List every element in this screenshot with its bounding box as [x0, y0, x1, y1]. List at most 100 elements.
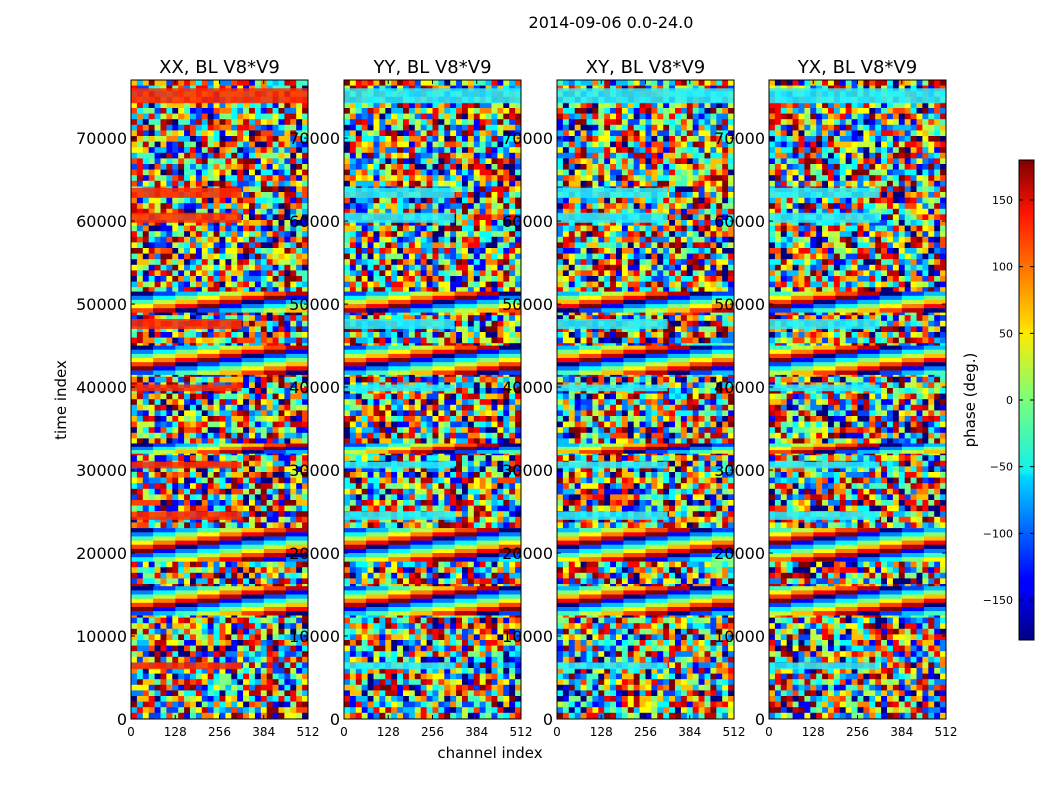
phase-cell	[284, 203, 291, 210]
fringe-segment	[197, 532, 220, 537]
phase-cell	[195, 416, 203, 422]
phase-cell	[243, 203, 250, 210]
phase-cell	[272, 617, 279, 624]
fringe-segment	[131, 557, 154, 562]
fringe-segment	[197, 366, 220, 371]
phase-cell	[178, 679, 185, 686]
phase-cell	[302, 231, 308, 238]
phase-cell	[142, 399, 149, 406]
phase-cell	[249, 130, 256, 137]
phase-cell	[219, 522, 226, 529]
phase-cell	[219, 628, 226, 635]
phase-cell	[266, 623, 273, 630]
phase-cell	[131, 248, 138, 254]
phase-cell	[296, 404, 303, 411]
fringe-segment	[263, 291, 287, 296]
phase-cell	[207, 707, 214, 714]
phase-cell	[379, 169, 386, 176]
phase-cell	[260, 281, 267, 288]
phase-cell	[379, 102, 386, 109]
phase-cell	[367, 231, 374, 238]
phase-cell	[344, 152, 351, 159]
phase-cell	[243, 707, 250, 714]
phase-cell	[497, 136, 504, 142]
x-tick-label: 128	[164, 725, 187, 739]
phase-cell	[284, 472, 291, 478]
fringe-segment	[197, 544, 220, 550]
phase-cell	[473, 141, 480, 148]
fringe-segment	[219, 349, 243, 355]
phase-cell	[243, 208, 250, 215]
phase-cell	[142, 656, 149, 663]
phase-cell	[272, 511, 279, 518]
phase-cell	[462, 175, 469, 182]
phase-cell	[467, 186, 475, 193]
phase-cell	[456, 113, 463, 120]
phase-cell	[302, 248, 308, 254]
fringe-segment	[197, 304, 220, 309]
phase-cell	[272, 326, 279, 333]
phase-cell	[172, 102, 179, 109]
phase-cell	[491, 197, 498, 204]
phase-cell	[148, 147, 155, 154]
phase-cell	[237, 108, 244, 114]
phase-cell	[136, 679, 144, 686]
phase-cell	[444, 270, 451, 277]
phase-cell	[136, 108, 144, 114]
fringe-segment	[285, 586, 308, 591]
phase-cell	[367, 130, 374, 137]
phase-cell	[302, 80, 308, 86]
phase-cell	[207, 522, 214, 529]
phase-cell	[254, 326, 262, 333]
phase-cell	[131, 141, 138, 148]
phase-cell	[290, 628, 297, 635]
phase-cell	[296, 410, 303, 417]
phase-cell	[178, 169, 185, 176]
phase-cell	[408, 225, 416, 232]
phase-cell	[243, 197, 250, 204]
phase-cell	[509, 119, 516, 126]
phase-cell	[391, 270, 398, 277]
phase-cell	[373, 208, 380, 215]
phase-cell	[408, 80, 416, 86]
phase-cell	[397, 119, 404, 126]
phase-cell	[231, 701, 238, 708]
phase-cell	[278, 472, 285, 478]
phase-cell	[213, 80, 220, 86]
phase-cell	[284, 477, 291, 484]
phase-cell	[249, 662, 256, 669]
phase-cell	[260, 203, 267, 210]
phase-cell	[225, 152, 232, 159]
phase-cell	[290, 416, 297, 422]
phase-cell	[195, 242, 203, 249]
phase-cell	[302, 455, 308, 462]
phase-cell	[184, 416, 191, 422]
phase-cell	[379, 287, 386, 294]
phase-cell	[426, 108, 433, 114]
phase-cell	[207, 679, 214, 686]
phase-cell	[266, 438, 273, 445]
phase-cell	[515, 158, 521, 165]
phase-cell	[207, 561, 214, 568]
phase-cell	[131, 147, 138, 154]
phase-cell	[284, 315, 291, 322]
phase-cell	[154, 477, 161, 484]
phase-cell	[166, 416, 173, 422]
phase-cell	[385, 102, 392, 109]
phase-cell	[432, 231, 439, 238]
phase-cell	[438, 253, 445, 260]
phase-cell	[515, 231, 521, 238]
phase-cell	[485, 248, 492, 254]
phase-cell	[172, 567, 179, 574]
phase-cell	[444, 276, 451, 282]
phase-cell	[355, 259, 362, 266]
phase-cell	[148, 455, 155, 462]
phase-cell	[497, 169, 504, 176]
phase-cell	[284, 561, 291, 568]
phase-cell	[373, 225, 380, 232]
phase-cell	[272, 483, 279, 490]
phase-cell	[426, 208, 433, 215]
phase-cell	[219, 572, 226, 579]
phase-cell	[148, 130, 155, 137]
phase-cell	[178, 399, 185, 406]
